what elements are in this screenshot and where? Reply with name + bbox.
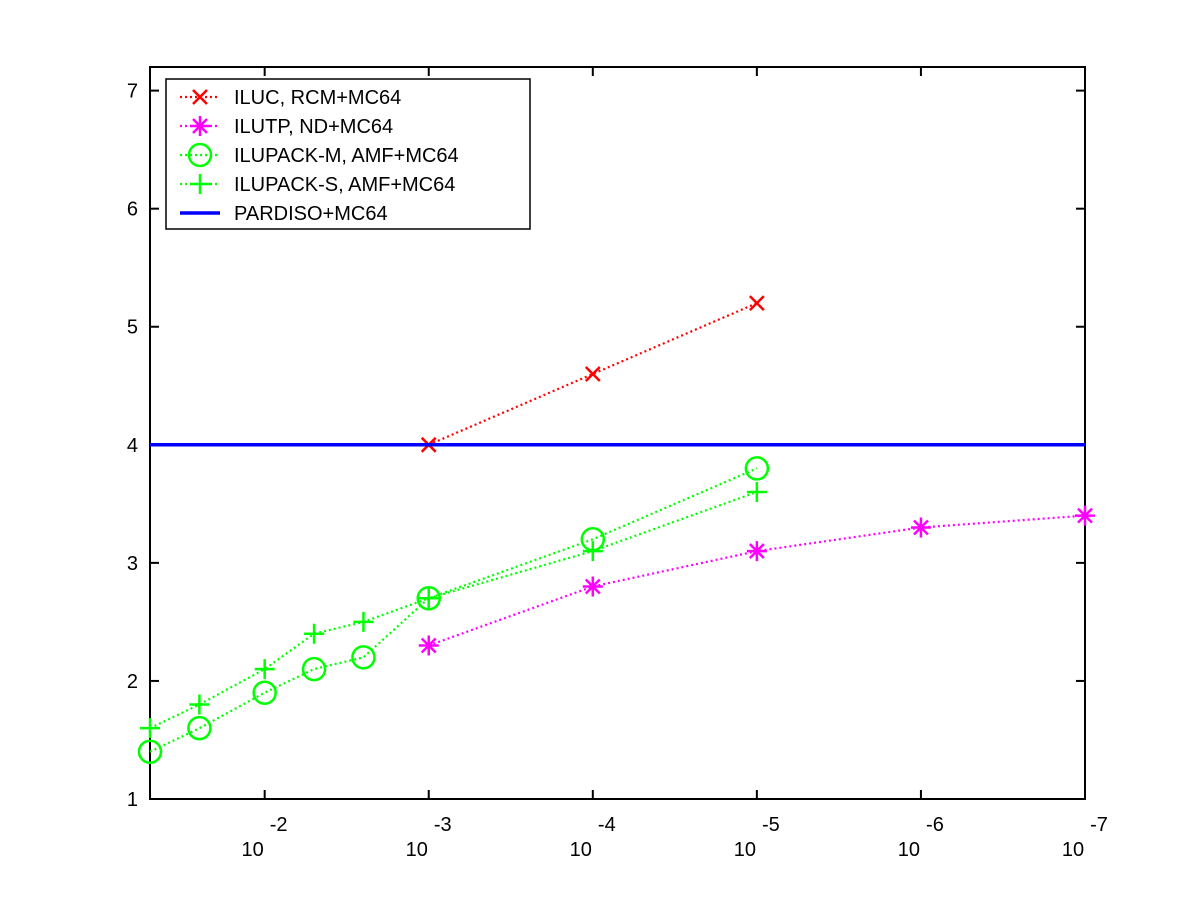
- x-tick-label-base: 10: [1062, 839, 1084, 861]
- series-line: [428, 514, 1086, 647]
- x-tick-label-exponent: -2: [270, 814, 288, 836]
- legend-marker: [187, 142, 213, 168]
- series-1: [418, 505, 1095, 656]
- x-tick-label-exponent: -3: [434, 814, 452, 836]
- legend-box: [165, 78, 531, 230]
- legend-marker: [192, 89, 208, 105]
- x-tick-label-exponent: -5: [762, 814, 780, 836]
- y-tick-label: 3: [127, 553, 138, 575]
- data-point-marker: [353, 611, 374, 632]
- x-tick-label-exponent: -6: [926, 814, 944, 836]
- y-tick-label: 7: [127, 81, 138, 103]
- y-tick-label: 2: [127, 671, 138, 693]
- series-line: [149, 490, 758, 730]
- x-tick-label-base: 10: [406, 839, 428, 861]
- x-tick-label-base: 10: [570, 839, 592, 861]
- data-point-marker: [744, 456, 770, 481]
- legend-label: ILUPACK-M, AMF+MC64: [234, 145, 459, 167]
- data-point-marker: [187, 715, 212, 741]
- y-tick-label: 1: [127, 789, 138, 811]
- legend-marker: [190, 174, 210, 194]
- data-point-marker: [304, 623, 325, 644]
- legend-label: ILUPACK-S, AMF+MC64: [234, 174, 455, 196]
- data-point-marker: [137, 739, 163, 765]
- series-2: [137, 456, 770, 765]
- x-tick-label-exponent: -4: [598, 814, 616, 836]
- y-tick-label: 6: [127, 199, 138, 221]
- legend-marker: [190, 116, 210, 136]
- axis-ticks: 10 -2 10 -3 10 -4 10 -5 10 -6 10 -7 1 2 3 4 5 6 7: [127, 67, 1108, 861]
- data-point-marker: [584, 366, 601, 382]
- x-tick-label-exponent: -7: [1090, 814, 1108, 836]
- data-point-marker: [748, 295, 765, 312]
- series-3: [140, 482, 767, 739]
- data-point-marker: [418, 635, 439, 656]
- x-tick-label-base: 10: [242, 839, 264, 861]
- legend-label: ILUC, RCM+MC64: [234, 87, 401, 109]
- data-point-marker: [351, 645, 376, 670]
- y-tick-label: 5: [127, 317, 138, 339]
- y-tick-label: 4: [127, 435, 138, 457]
- x-tick-label-base: 10: [898, 839, 920, 861]
- data-point-marker: [746, 541, 767, 562]
- data-point-marker: [418, 588, 439, 609]
- x-tick-label-base: 10: [734, 839, 756, 861]
- data-point-marker: [254, 659, 275, 680]
- legend-label: PARDISO+MC64: [234, 203, 388, 225]
- data-point-marker: [189, 694, 210, 715]
- data-point-marker: [140, 718, 160, 739]
- data-point-marker: [1075, 505, 1095, 526]
- data-point-marker: [746, 482, 767, 503]
- data-point-marker: [252, 680, 277, 705]
- series-layer: [137, 295, 1095, 765]
- legend-label: ILUTP, ND+MC64: [234, 116, 393, 138]
- data-point-marker: [416, 586, 441, 611]
- data-point-marker: [582, 576, 603, 597]
- data-point-marker: [910, 517, 931, 538]
- data-point-marker: [582, 541, 603, 562]
- legend: ILUC, RCM+MC64 ILUTP, ND+MC64 ILUPACK-M, A…: [165, 78, 531, 230]
- data-point-marker: [301, 656, 327, 682]
